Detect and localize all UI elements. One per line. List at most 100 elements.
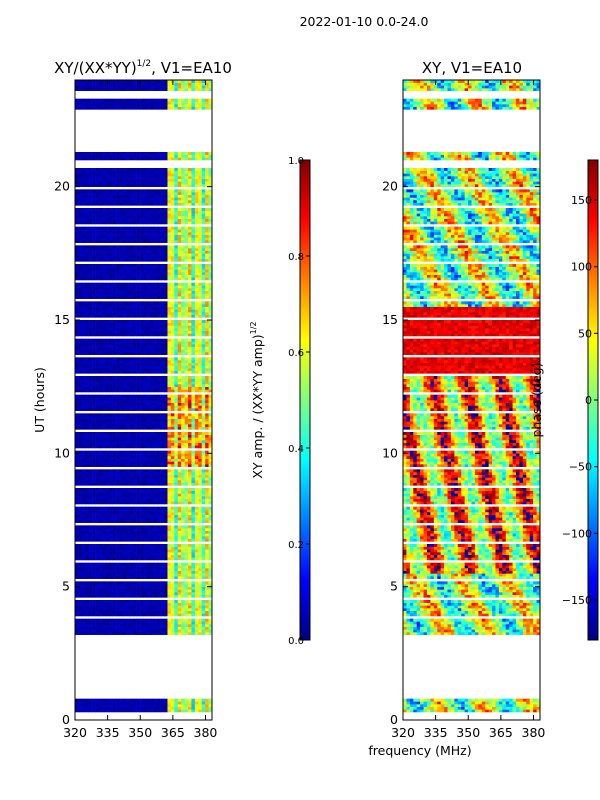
left-heatmap-cell: [171, 365, 175, 368]
left-heatmap-cell: [116, 387, 120, 390]
left-heatmap-cell: [171, 621, 175, 624]
left-heatmap-cell: [106, 533, 110, 536]
left-heatmap-cell: [82, 419, 86, 422]
left-heatmap-cell: [205, 421, 209, 424]
left-heatmap-cell: [144, 584, 148, 587]
left-heatmap-cell: [174, 368, 178, 371]
left-heatmap-cell: [137, 320, 141, 323]
left-heatmap-cell: [195, 464, 199, 467]
left-heatmap-cell: [171, 293, 175, 296]
left-heatmap-cell: [116, 416, 120, 419]
left-heatmap-cell: [188, 603, 192, 606]
left-heatmap-cell: [205, 613, 209, 616]
left-heatmap-cell: [126, 307, 130, 310]
left-heatmap-cell: [171, 419, 175, 422]
left-heatmap-cell: [157, 315, 161, 318]
left-heatmap-cell: [178, 552, 182, 555]
left-heatmap-cell: [164, 309, 168, 312]
left-heatmap-cell: [164, 272, 168, 275]
left-heatmap-cell: [171, 456, 175, 459]
left-heatmap-cell: [109, 491, 113, 494]
left-heatmap-cell: [150, 544, 154, 547]
left-heatmap-cell: [137, 699, 141, 702]
left-heatmap-cell: [178, 272, 182, 275]
left-heatmap-cell: [191, 704, 195, 707]
left-heatmap-cell: [144, 469, 148, 472]
left-heatmap-cell: [195, 301, 199, 304]
left-heatmap-cell: [99, 389, 103, 392]
left-heatmap-cell: [185, 379, 189, 382]
left-heatmap-cell: [202, 512, 206, 515]
left-heatmap-cell: [205, 379, 209, 382]
left-heatmap-cell: [157, 475, 161, 478]
left-heatmap-cell: [82, 408, 86, 411]
left-heatmap-cell: [85, 384, 89, 387]
left-heatmap-cell: [140, 333, 144, 336]
left-heatmap-cell: [195, 483, 199, 486]
left-heatmap-cell: [120, 525, 124, 528]
left-heatmap-cell: [89, 443, 93, 446]
left-heatmap-cell: [195, 307, 199, 310]
left-heatmap-cell: [140, 368, 144, 371]
left-heatmap-cell: [89, 587, 93, 590]
left-heatmap-cell: [205, 408, 209, 411]
left-heatmap-cell: [157, 531, 161, 534]
left-heatmap-cell: [157, 347, 161, 350]
left-heatmap-cell: [154, 312, 158, 315]
left-heatmap-cell: [126, 496, 130, 499]
left-heatmap-cell: [78, 347, 82, 350]
left-heatmap-cell: [174, 501, 178, 504]
left-heatmap-cell: [78, 328, 82, 331]
left-heatmap-cell: [89, 307, 93, 310]
left-heatmap-cell: [188, 536, 192, 539]
left-heatmap-cell: [109, 427, 113, 430]
left-heatmap-cell: [106, 435, 110, 438]
left-heatmap-cell: [113, 427, 117, 430]
left-heatmap-cell: [75, 323, 79, 326]
left-heatmap-cell: [109, 565, 113, 568]
left-heatmap-cell: [195, 408, 199, 411]
left-heatmap-cell: [82, 480, 86, 483]
left-heatmap-cell: [130, 272, 134, 275]
left-heatmap-cell: [130, 525, 134, 528]
left-heatmap-cell: [85, 701, 89, 704]
left-heatmap-cell: [171, 472, 175, 475]
left-heatmap-cell: [109, 531, 113, 534]
left-heatmap-cell: [157, 563, 161, 566]
left-heatmap-cell: [181, 272, 185, 275]
left-heatmap-cell: [154, 432, 158, 435]
left-heatmap-cell: [126, 293, 130, 296]
left-heatmap-cell: [140, 352, 144, 355]
left-heatmap-cell: [161, 421, 165, 424]
left-heatmap-cell: [116, 267, 120, 270]
left-heatmap-cell: [75, 419, 79, 422]
left-heatmap-cell: [75, 507, 79, 510]
left-heatmap-cell: [126, 445, 130, 448]
left-heatmap-cell: [205, 531, 209, 534]
left-heatmap-cell: [130, 608, 134, 611]
left-heatmap-cell: [178, 605, 182, 608]
left-heatmap-cell: [78, 555, 82, 558]
left-heatmap-cell: [164, 352, 168, 355]
left-heatmap-cell: [106, 264, 110, 267]
left-heatmap-cell: [106, 379, 110, 382]
left-heatmap-cell: [191, 360, 195, 363]
left-heatmap-cell: [178, 539, 182, 542]
left-heatmap-cell: [178, 619, 182, 622]
left-heatmap-cell: [82, 605, 86, 608]
left-heatmap-cell: [140, 347, 144, 350]
left-heatmap-cell: [106, 453, 110, 456]
left-heatmap-cell: [78, 517, 82, 520]
left-heatmap-cell: [99, 368, 103, 371]
left-heatmap-cell: [144, 499, 148, 502]
left-heatmap-cell: [185, 325, 189, 328]
left-heatmap-cell: [205, 563, 209, 566]
left-heatmap-cell: [137, 587, 141, 590]
left-heatmap-cell: [89, 557, 93, 560]
left-heatmap-cell: [92, 459, 96, 462]
left-heatmap-cell: [171, 544, 175, 547]
left-heatmap-cell: [102, 389, 106, 392]
left-heatmap-cell: [188, 499, 192, 502]
left-heatmap-cell: [75, 413, 79, 416]
left-heatmap-cell: [202, 296, 206, 299]
